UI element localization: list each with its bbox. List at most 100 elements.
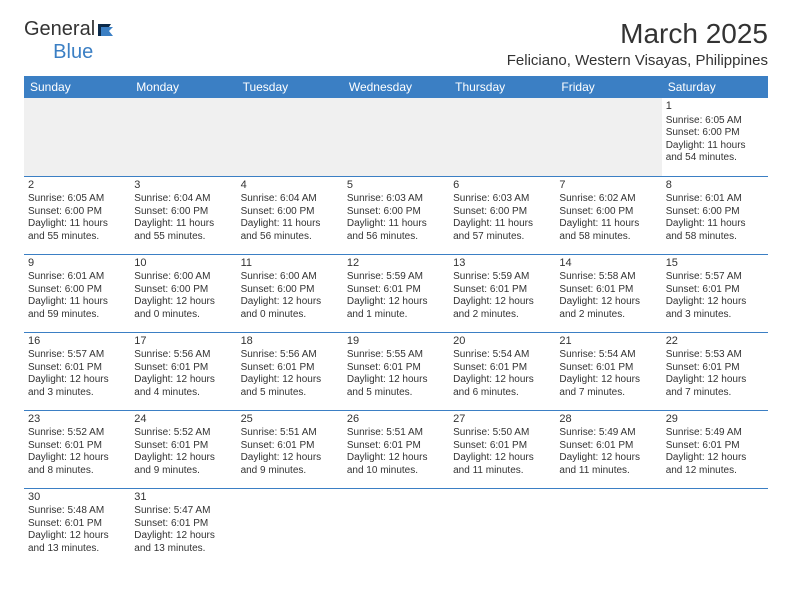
day-number: 29 [666,413,764,427]
daylight-text: and 57 minutes. [453,231,551,244]
calendar-cell: 4Sunrise: 6:04 AMSunset: 6:00 PMDaylight… [237,176,343,254]
daylight-text: and 10 minutes. [347,465,445,478]
sunset-text: Sunset: 6:01 PM [134,362,232,375]
weekday-header: Tuesday [237,76,343,98]
calendar-cell: 30Sunrise: 5:48 AMSunset: 6:01 PMDayligh… [24,488,130,566]
sunrise-text: Sunrise: 5:53 AM [666,349,764,362]
calendar-cell: 20Sunrise: 5:54 AMSunset: 6:01 PMDayligh… [449,332,555,410]
daylight-text: and 3 minutes. [666,309,764,322]
daylight-text: and 0 minutes. [134,309,232,322]
sunset-text: Sunset: 6:00 PM [453,206,551,219]
day-number: 11 [241,257,339,271]
daylight-text: Daylight: 12 hours [347,452,445,465]
day-number: 27 [453,413,551,427]
calendar-cell: 7Sunrise: 6:02 AMSunset: 6:00 PMDaylight… [555,176,661,254]
daylight-text: Daylight: 12 hours [453,296,551,309]
logo: General [24,18,115,41]
daylight-text: and 58 minutes. [666,231,764,244]
day-number: 22 [666,335,764,349]
sunset-text: Sunset: 6:00 PM [666,206,764,219]
daylight-text: and 56 minutes. [241,231,339,244]
sunset-text: Sunset: 6:01 PM [134,440,232,453]
day-number: 15 [666,257,764,271]
sunrise-text: Sunrise: 5:57 AM [28,349,126,362]
sunrise-text: Sunrise: 5:57 AM [666,271,764,284]
sunrise-text: Sunrise: 5:49 AM [666,427,764,440]
calendar-cell [130,98,236,176]
sunrise-text: Sunrise: 6:04 AM [241,193,339,206]
sunrise-text: Sunrise: 5:49 AM [559,427,657,440]
calendar-cell: 18Sunrise: 5:56 AMSunset: 6:01 PMDayligh… [237,332,343,410]
daylight-text: Daylight: 12 hours [559,296,657,309]
day-number: 30 [28,491,126,505]
sunset-text: Sunset: 6:01 PM [28,518,126,531]
daylight-text: Daylight: 12 hours [241,452,339,465]
sunset-text: Sunset: 6:01 PM [666,284,764,297]
sunrise-text: Sunrise: 6:03 AM [453,193,551,206]
sunset-text: Sunset: 6:00 PM [241,284,339,297]
sunrise-text: Sunrise: 5:54 AM [559,349,657,362]
daylight-text: and 5 minutes. [241,387,339,400]
sunrise-text: Sunrise: 6:01 AM [666,193,764,206]
calendar-cell [449,488,555,566]
sunset-text: Sunset: 6:01 PM [453,284,551,297]
sunrise-text: Sunrise: 6:03 AM [347,193,445,206]
calendar-week-row: 2Sunrise: 6:05 AMSunset: 6:00 PMDaylight… [24,176,768,254]
daylight-text: and 11 minutes. [453,465,551,478]
calendar-cell: 14Sunrise: 5:58 AMSunset: 6:01 PMDayligh… [555,254,661,332]
calendar-cell: 31Sunrise: 5:47 AMSunset: 6:01 PMDayligh… [130,488,236,566]
sunrise-text: Sunrise: 5:59 AM [347,271,445,284]
daylight-text: and 59 minutes. [28,309,126,322]
sunrise-text: Sunrise: 5:58 AM [559,271,657,284]
daylight-text: Daylight: 12 hours [453,374,551,387]
sunrise-text: Sunrise: 6:00 AM [134,271,232,284]
weekday-header: Wednesday [343,76,449,98]
calendar-cell: 5Sunrise: 6:03 AMSunset: 6:00 PMDaylight… [343,176,449,254]
daylight-text: and 55 minutes. [134,231,232,244]
sunset-text: Sunset: 6:01 PM [559,362,657,375]
sunset-text: Sunset: 6:00 PM [347,206,445,219]
sunset-text: Sunset: 6:00 PM [134,206,232,219]
daylight-text: and 0 minutes. [241,309,339,322]
day-number: 23 [28,413,126,427]
daylight-text: Daylight: 12 hours [134,374,232,387]
calendar-cell: 28Sunrise: 5:49 AMSunset: 6:01 PMDayligh… [555,410,661,488]
calendar-cell: 1Sunrise: 6:05 AMSunset: 6:00 PMDaylight… [662,98,768,176]
calendar-week-row: 1Sunrise: 6:05 AMSunset: 6:00 PMDaylight… [24,98,768,176]
day-number: 21 [559,335,657,349]
daylight-text: and 2 minutes. [559,309,657,322]
sunset-text: Sunset: 6:01 PM [28,440,126,453]
sunset-text: Sunset: 6:00 PM [666,127,764,140]
daylight-text: Daylight: 12 hours [241,374,339,387]
calendar-cell: 13Sunrise: 5:59 AMSunset: 6:01 PMDayligh… [449,254,555,332]
sunrise-text: Sunrise: 5:52 AM [134,427,232,440]
sunrise-text: Sunrise: 5:51 AM [347,427,445,440]
sunrise-text: Sunrise: 5:47 AM [134,505,232,518]
daylight-text: Daylight: 12 hours [559,374,657,387]
calendar-page: General March 2025 Feliciano, Western Vi… [0,0,792,566]
sunset-text: Sunset: 6:00 PM [559,206,657,219]
calendar-cell [343,98,449,176]
day-number: 19 [347,335,445,349]
sunset-text: Sunset: 6:00 PM [28,284,126,297]
sunrise-text: Sunrise: 6:04 AM [134,193,232,206]
calendar-cell: 10Sunrise: 6:00 AMSunset: 6:00 PMDayligh… [130,254,236,332]
daylight-text: Daylight: 11 hours [241,218,339,231]
sunrise-text: Sunrise: 5:54 AM [453,349,551,362]
daylight-text: Daylight: 12 hours [666,374,764,387]
daylight-text: Daylight: 12 hours [347,296,445,309]
daylight-text: and 13 minutes. [134,543,232,556]
daylight-text: Daylight: 11 hours [28,218,126,231]
daylight-text: and 11 minutes. [559,465,657,478]
daylight-text: Daylight: 12 hours [134,530,232,543]
calendar-cell: 23Sunrise: 5:52 AMSunset: 6:01 PMDayligh… [24,410,130,488]
daylight-text: Daylight: 12 hours [347,374,445,387]
sunrise-text: Sunrise: 5:59 AM [453,271,551,284]
daylight-text: Daylight: 11 hours [559,218,657,231]
weekday-header: Thursday [449,76,555,98]
calendar-cell [449,98,555,176]
day-number: 1 [666,100,764,114]
day-number: 6 [453,179,551,193]
calendar-cell: 9Sunrise: 6:01 AMSunset: 6:00 PMDaylight… [24,254,130,332]
day-number: 25 [241,413,339,427]
